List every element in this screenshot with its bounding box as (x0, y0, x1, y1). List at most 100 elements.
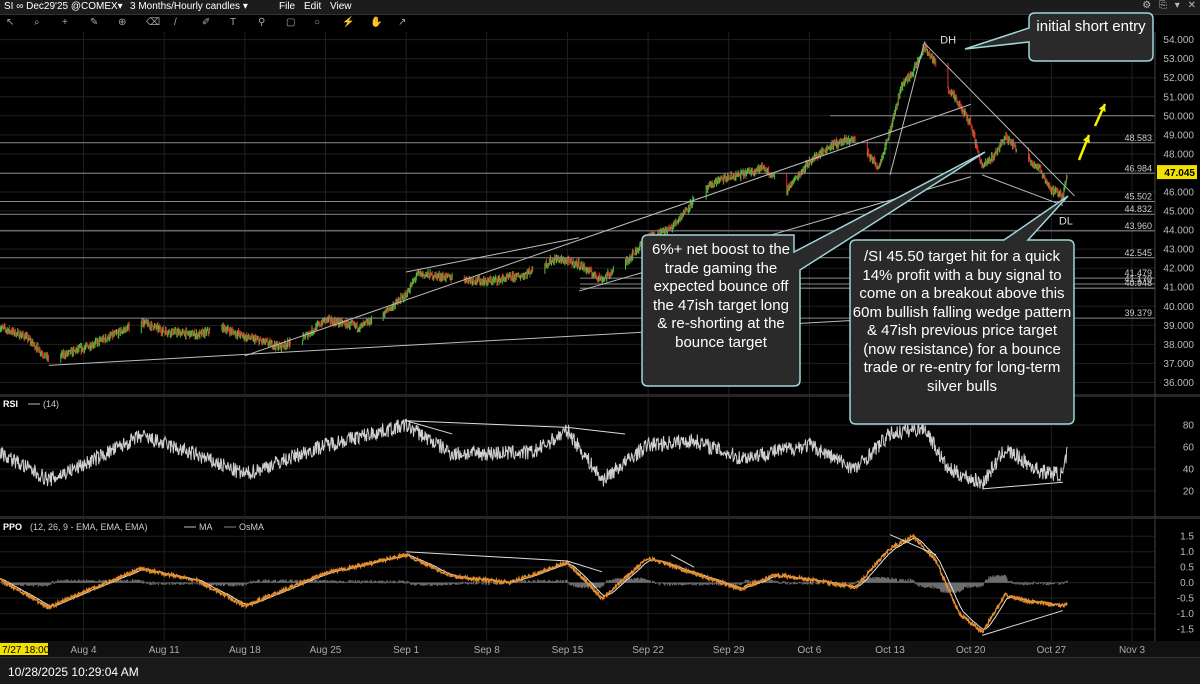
ppo-divergence-line (406, 551, 568, 562)
price-level-label: 40.948 (1124, 278, 1152, 288)
crosshair-icon[interactable]: + (62, 17, 68, 28)
ppo-divergence-line (670, 554, 695, 568)
price-tick-label: 52.000 (1163, 73, 1194, 84)
ppo-divergence-line (982, 610, 1064, 636)
rsi-divergence-line (567, 426, 626, 435)
price-tick-label: 44.000 (1163, 226, 1194, 237)
price-level-label: 41.170 (1124, 274, 1152, 284)
x-tick-label: Nov 3 (1119, 645, 1146, 656)
ppo-header-label: PPO (3, 522, 22, 532)
price-tick-label: 36.000 (1163, 378, 1194, 389)
price-tick-label: 43.000 (1163, 245, 1194, 256)
ppo-tick-label: 1.0 (1180, 547, 1194, 558)
ppo-divergence-line (889, 534, 937, 556)
rsi-line (0, 418, 1068, 490)
price-tick-label: 49.000 (1163, 130, 1194, 141)
dl-label: DL (1059, 215, 1073, 227)
price-tick-label: 54.000 (1163, 35, 1194, 46)
ppo-tick-label: 0.0 (1180, 578, 1194, 589)
cursor-date-tag (0, 643, 48, 655)
price-tick-label: 41.000 (1163, 283, 1194, 294)
ppo-pane: PPO (12, 26, 9 - EMA, EMA, EMA) MA OsMA (0, 522, 1068, 636)
price-level-label: 41.479 (1124, 268, 1152, 278)
target-icon[interactable]: ⊕ (118, 17, 127, 28)
bolt-icon[interactable]: ⚡ (342, 17, 355, 28)
x-tick-label: Sep 8 (474, 645, 501, 656)
breakout-arrowhead (1082, 135, 1090, 143)
rsi-tick-label: 40 (1183, 465, 1195, 476)
brush-icon[interactable]: ✐ (202, 17, 211, 28)
price-tick-label: 50.000 (1163, 111, 1194, 122)
zoom-icon[interactable]: ⌕ (34, 17, 40, 28)
timestamp: 10/28/2025 10:29:04 AM (8, 665, 139, 679)
pane-divider (0, 394, 1200, 397)
x-tick-label: Aug 11 (149, 645, 180, 656)
price-tick-label: 42.000 (1163, 264, 1194, 275)
x-axis-bar (0, 641, 1200, 657)
callout-entry-text: initial short entry (1036, 18, 1146, 35)
current-price-tag (1157, 165, 1197, 180)
x-tick-label: Sep 1 (393, 645, 420, 656)
price-tick-label: 39.000 (1163, 321, 1194, 332)
pane-divider (0, 516, 1200, 519)
top-toolbar: SI ∞ Dec29'25 @COMEX▾ 3 Months/Hourly ca… (0, 0, 1200, 15)
price-level-label: 46.984 (1124, 163, 1152, 173)
x-tick-label: Oct 6 (797, 645, 821, 656)
menu-edit[interactable]: Edit (304, 1, 322, 12)
ppo-divergence-line (567, 560, 603, 573)
pencil-icon[interactable]: ✎ (90, 17, 99, 28)
price-level-label: 45.502 (1124, 191, 1152, 201)
x-tick-label: Oct 13 (875, 645, 905, 656)
price-level-label: 39.379 (1124, 308, 1152, 318)
trendline (406, 237, 580, 273)
price-tick-label: 38.000 (1163, 340, 1194, 351)
text-icon[interactable]: T (230, 17, 237, 28)
rsi-divergence-line (982, 481, 1063, 490)
arrow-icon[interactable]: ↗ (398, 17, 407, 28)
breakout-arrowhead (1098, 104, 1106, 112)
close-icon[interactable]: ✕ (1187, 0, 1196, 11)
price-level-label: 48.583 (1124, 133, 1152, 143)
menu-view[interactable]: View (330, 1, 352, 12)
ppo-tick-label: 1.5 (1180, 532, 1194, 543)
cursor-icon[interactable]: ↖ (6, 17, 15, 28)
price-tick-label: 46.000 (1163, 188, 1194, 199)
settings-icon[interactable]: ⚙ (1142, 0, 1152, 11)
trendline (48, 313, 971, 366)
x-tick-label: 7/27 18:00 (2, 645, 50, 656)
copy-icon[interactable]: ⎘ (1159, 0, 1168, 11)
dropdown-icon[interactable]: ▾ (1174, 0, 1180, 11)
x-tick-label: Aug 25 (310, 645, 342, 656)
pin-icon[interactable]: ⚲ (258, 17, 266, 28)
status-bar: 10/28/2025 10:29:04 AM (0, 657, 1200, 684)
x-tick-label: Sep 15 (552, 645, 584, 656)
rsi-tick-label: 60 (1183, 443, 1195, 454)
x-tick-label: Oct 27 (1037, 645, 1067, 656)
menu-file[interactable]: File (279, 1, 296, 12)
square-icon[interactable]: ▢ (286, 17, 296, 28)
current-price-label: 47.045 (1164, 168, 1195, 179)
callout-boost-text: 6%+ net boost to the trade gaming the ex… (651, 241, 791, 351)
price-tick-label: 37.000 (1163, 359, 1194, 370)
price-tick-label: 51.000 (1163, 92, 1194, 103)
trendline (244, 103, 971, 357)
circle-icon[interactable]: ○ (314, 17, 321, 28)
timeframe-selector[interactable]: 3 Months/Hourly candles ▾ (130, 1, 248, 12)
price-tick-label: 45.000 (1163, 207, 1194, 218)
x-tick-label: Sep 29 (713, 645, 745, 656)
symbol-selector[interactable]: SI ∞ Dec29'25 @COMEX▾ (4, 1, 123, 12)
rsi-divergence-line (406, 420, 568, 428)
rsi-tick-label: 20 (1183, 487, 1195, 498)
eraser-icon[interactable]: ⌫ (146, 17, 161, 28)
price-level-label: 43.960 (1124, 221, 1152, 231)
line-icon[interactable]: / (174, 17, 177, 28)
dh-label: DH (940, 34, 956, 46)
rsi-pane: RSI (14) (0, 399, 1068, 490)
ppo-ma-label: MA (199, 522, 213, 532)
ppo-tick-label: -1.5 (1177, 625, 1195, 636)
ppo-tick-label: 0.5 (1180, 563, 1194, 574)
price-tick-label: 40.000 (1163, 302, 1194, 313)
x-tick-label: Sep 22 (632, 645, 664, 656)
hand-icon[interactable]: ✋ (370, 17, 383, 28)
x-tick-label: Aug 18 (229, 645, 261, 656)
